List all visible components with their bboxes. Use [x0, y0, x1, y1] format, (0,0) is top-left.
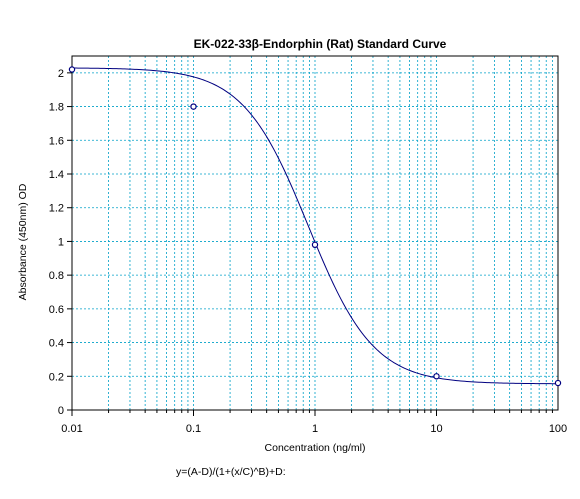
- data-points: [68, 66, 562, 387]
- y-tick-label: 0.8: [49, 270, 64, 282]
- y-tick-label: 0.4: [49, 338, 64, 350]
- x-tick-label: 0.1: [186, 423, 201, 435]
- y-tick-label: 1.8: [49, 102, 64, 114]
- axis-ticks: 0 0.2 0.4 0.6 0.8 1 1.2 1.4 1.6 1.8 2 0.01 0.1 1 10 100: [49, 68, 567, 435]
- y-tick-label: 0.6: [49, 304, 64, 316]
- x-axis-label: Concentration (ng/ml): [265, 442, 366, 454]
- x-tick-label: 0.01: [61, 423, 82, 435]
- y-axis-label: Absorbance (450nm) OD: [17, 183, 29, 300]
- data-point: [190, 103, 197, 110]
- y-tick-label: 0.2: [49, 371, 64, 383]
- data-point: [311, 241, 319, 248]
- y-tick-label: 1.4: [49, 169, 64, 181]
- y-tick-label: 2: [58, 68, 64, 80]
- y-tick-label: 1: [58, 236, 64, 248]
- x-tick-label: 10: [430, 423, 442, 435]
- y-tick-label: 1.6: [49, 135, 64, 147]
- x-tick-label: 100: [549, 423, 567, 435]
- data-point: [554, 379, 562, 387]
- y-tick-label: 0: [58, 405, 64, 417]
- fit-equation: y=(A-D)/(1+(x/C)^B)+D:: [176, 466, 286, 478]
- grid-lines: [71, 56, 558, 411]
- data-point: [433, 373, 440, 380]
- x-tick-label: 1: [312, 423, 318, 435]
- y-tick-label: 1.2: [49, 203, 64, 215]
- chart-title: EK-022-33β-Endorphin (Rat) Standard Curv…: [194, 37, 447, 51]
- data-point: [68, 66, 76, 73]
